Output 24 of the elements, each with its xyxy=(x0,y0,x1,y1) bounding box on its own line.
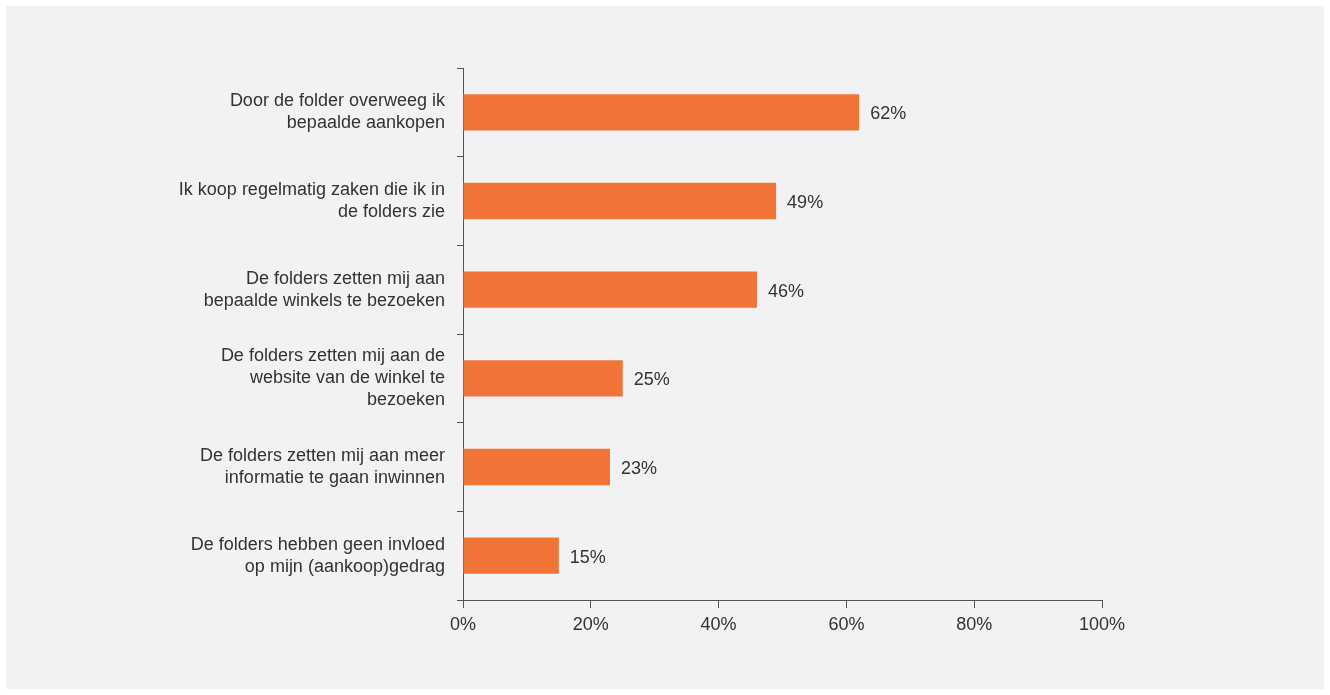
data-label: 46% xyxy=(767,280,804,301)
data-label: 25% xyxy=(633,369,670,390)
bar xyxy=(463,537,559,574)
x-tick-label: 80% xyxy=(956,613,993,634)
data-label: 49% xyxy=(787,191,824,212)
bar xyxy=(463,448,610,486)
data-label: 23% xyxy=(620,457,657,478)
bar xyxy=(463,94,860,131)
data-label: 15% xyxy=(569,546,606,567)
bar xyxy=(463,182,777,220)
y-tick-label: Door de folder overweeg ik bepaalde aankopen xyxy=(229,90,446,133)
y-tick-label: Ik koop regelmatig zaken die ik in de folders zie xyxy=(178,178,445,221)
y-tick-label: De folders hebben geen invloed op mijn (aankoop)gedrag xyxy=(190,533,445,576)
y-tick-label: De folders zetten mij aan de website van de winkel te bezoeken xyxy=(220,345,445,410)
y-tick-label: De folders zetten mij aan bepaalde winkels te bezoeken xyxy=(203,267,445,310)
x-tick-label: 0% xyxy=(449,613,477,634)
x-tick-label: 40% xyxy=(700,613,737,634)
x-tick-label: 60% xyxy=(828,613,865,634)
x-tick-label: 20% xyxy=(572,613,609,634)
y-tick-label: De folders zetten mij aan meer informatie te gaan inwinnen xyxy=(199,444,446,487)
data-label: 62% xyxy=(870,103,907,124)
x-tick-label: 100% xyxy=(1078,613,1126,634)
bar xyxy=(463,271,757,308)
bar xyxy=(463,360,623,397)
